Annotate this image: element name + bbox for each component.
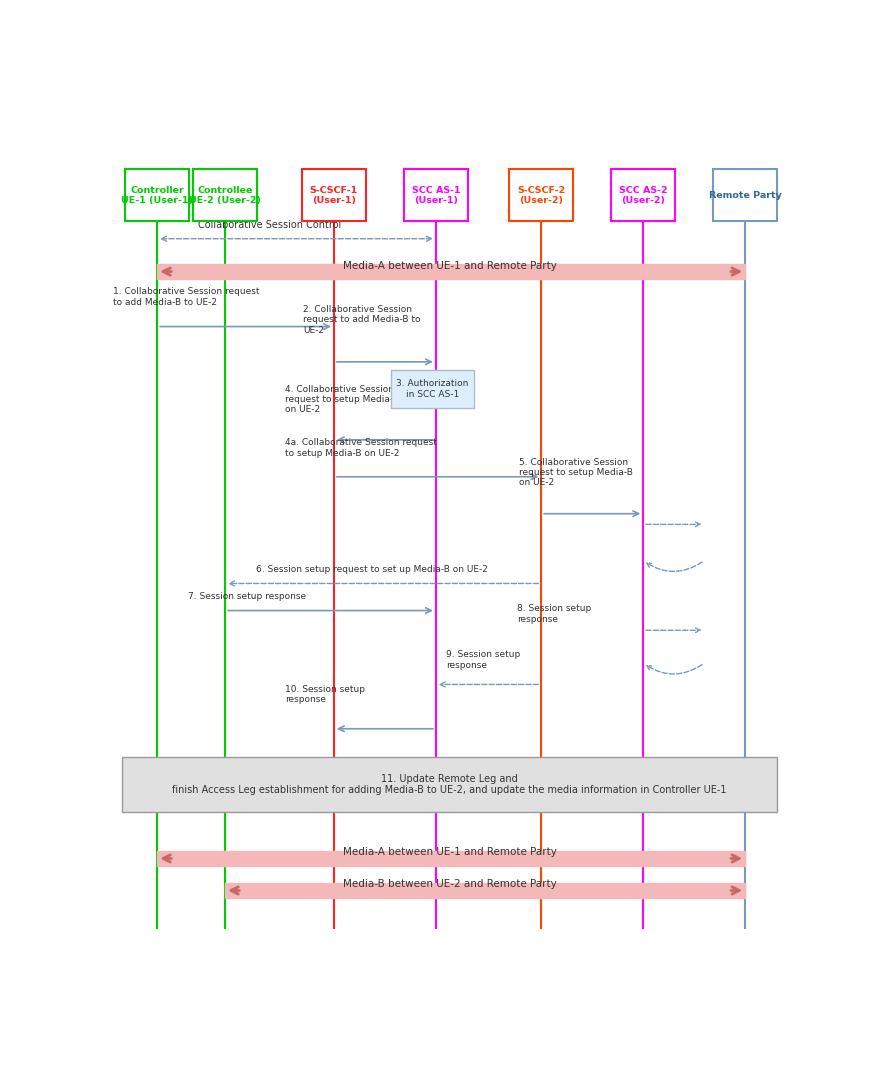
FancyBboxPatch shape — [125, 168, 189, 222]
Text: Media-B between UE-2 and Remote Party: Media-B between UE-2 and Remote Party — [343, 878, 556, 889]
Text: S-CSCF-2
(User-2): S-CSCF-2 (User-2) — [517, 185, 566, 205]
FancyBboxPatch shape — [193, 168, 257, 222]
Text: 2. Collaborative Session
request to add Media-B to
UE-2: 2. Collaborative Session request to add … — [303, 305, 421, 335]
Text: 11. Update Remote Leg and
finish Access Leg establishment for adding Media-B to : 11. Update Remote Leg and finish Access … — [172, 774, 727, 795]
Text: 8. Session setup
response: 8. Session setup response — [517, 604, 592, 624]
FancyBboxPatch shape — [611, 168, 675, 222]
Text: Controllee
UE-2 (User-2): Controllee UE-2 (User-2) — [189, 185, 261, 205]
Text: 4a. Collaborative Session request
to setup Media-B on UE-2: 4a. Collaborative Session request to set… — [285, 438, 437, 458]
Text: 4. Collaborative Session
request to setup Media-B
on UE-2: 4. Collaborative Session request to setu… — [285, 385, 399, 415]
Text: 6. Session setup request to set up Media-B on UE-2: 6. Session setup request to set up Media… — [256, 565, 488, 574]
Bar — [225, 883, 745, 898]
Text: 10. Session setup
response: 10. Session setup response — [285, 684, 365, 705]
FancyBboxPatch shape — [510, 168, 574, 222]
Text: Media-A between UE-1 and Remote Party: Media-A between UE-1 and Remote Party — [343, 846, 556, 857]
Text: SCC AS-1
(User-1): SCC AS-1 (User-1) — [411, 185, 460, 205]
Text: 1. Collaborative Session request
to add Media-B to UE-2: 1. Collaborative Session request to add … — [113, 288, 260, 307]
Text: 3. Authorization
in SCC AS-1: 3. Authorization in SCC AS-1 — [396, 379, 468, 399]
FancyBboxPatch shape — [713, 168, 777, 222]
Text: Remote Party: Remote Party — [709, 191, 781, 199]
Text: S-CSCF-1
(User-1): S-CSCF-1 (User-1) — [310, 185, 358, 205]
FancyBboxPatch shape — [404, 168, 467, 222]
Text: Collaborative Session Control: Collaborative Session Control — [198, 220, 341, 229]
Text: 9. Session setup
response: 9. Session setup response — [446, 650, 520, 669]
Text: 5. Collaborative Session
request to setup Media-B
on UE-2: 5. Collaborative Session request to setu… — [519, 457, 632, 487]
Bar — [157, 264, 745, 279]
Text: SCC AS-2
(User-2): SCC AS-2 (User-2) — [619, 185, 667, 205]
FancyBboxPatch shape — [390, 370, 474, 408]
Bar — [157, 851, 745, 866]
FancyBboxPatch shape — [302, 168, 366, 222]
Text: Controller
UE-1 (User-1): Controller UE-1 (User-1) — [121, 185, 193, 205]
Text: Media-A between UE-1 and Remote Party: Media-A between UE-1 and Remote Party — [343, 261, 556, 271]
Text: 7. Session setup response: 7. Session setup response — [188, 592, 306, 601]
FancyBboxPatch shape — [122, 757, 777, 812]
